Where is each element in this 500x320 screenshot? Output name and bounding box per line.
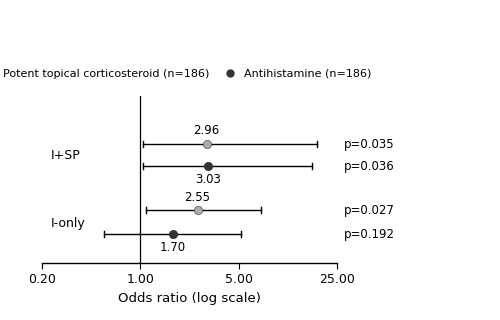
- Text: I-only: I-only: [51, 217, 86, 230]
- Text: p=0.027: p=0.027: [344, 204, 395, 217]
- Text: p=0.192: p=0.192: [344, 228, 395, 241]
- Text: 3.03: 3.03: [195, 173, 221, 186]
- X-axis label: Odds ratio (log scale): Odds ratio (log scale): [118, 292, 261, 305]
- Legend: Potent topical corticosteroid (n=186), Antihistamine (n=186): Potent topical corticosteroid (n=186), A…: [0, 64, 376, 83]
- Text: p=0.036: p=0.036: [344, 160, 395, 172]
- Text: 2.55: 2.55: [184, 191, 210, 204]
- Text: 2.96: 2.96: [194, 124, 220, 138]
- Text: I+SP: I+SP: [51, 148, 80, 162]
- Text: 1.70: 1.70: [160, 241, 186, 254]
- Text: p=0.035: p=0.035: [344, 138, 395, 151]
